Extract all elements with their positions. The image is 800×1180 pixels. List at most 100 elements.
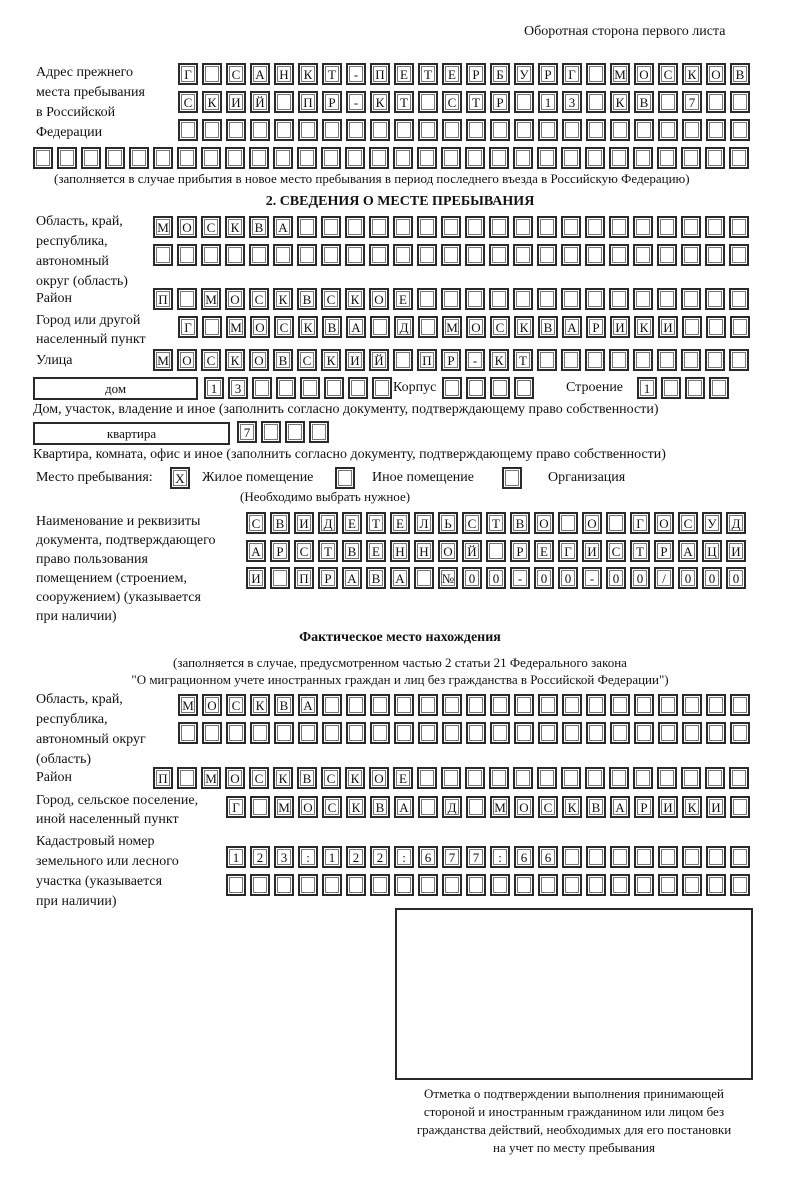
char-cell[interactable]: С	[226, 694, 246, 716]
char-cell[interactable]	[633, 349, 653, 371]
char-cell[interactable]	[345, 147, 365, 169]
char-cell[interactable]	[81, 147, 101, 169]
char-cell[interactable]: С	[322, 796, 342, 818]
char-cell[interactable]	[321, 244, 341, 266]
char-cell[interactable]: В	[342, 540, 362, 562]
char-cell[interactable]	[465, 147, 485, 169]
char-cell[interactable]	[514, 119, 534, 141]
char-cell[interactable]: К	[489, 349, 509, 371]
char-cell[interactable]: С	[201, 349, 221, 371]
char-cell[interactable]: И	[582, 540, 602, 562]
char-cell[interactable]	[586, 846, 606, 868]
char-cell[interactable]	[490, 722, 510, 744]
char-cell[interactable]: П	[298, 91, 318, 113]
char-cell[interactable]: Е	[394, 63, 414, 85]
char-cell[interactable]: Г	[178, 316, 198, 338]
char-cell[interactable]	[561, 288, 581, 310]
char-cell[interactable]: В	[510, 512, 530, 534]
char-cell[interactable]: К	[370, 91, 390, 113]
char-cell[interactable]	[490, 694, 510, 716]
char-cell[interactable]	[261, 421, 281, 443]
char-cell[interactable]	[657, 147, 677, 169]
char-cell[interactable]: Г	[178, 63, 198, 85]
char-cell[interactable]	[706, 874, 726, 896]
char-cell[interactable]	[609, 288, 629, 310]
char-cell[interactable]	[465, 216, 485, 238]
char-cell[interactable]	[226, 722, 246, 744]
char-cell[interactable]	[514, 722, 534, 744]
char-cell[interactable]	[178, 119, 198, 141]
char-cell[interactable]: И	[246, 567, 266, 589]
char-cell[interactable]	[490, 377, 510, 399]
char-cell[interactable]: К	[346, 796, 366, 818]
char-cell[interactable]	[153, 147, 173, 169]
char-cell[interactable]: К	[225, 349, 245, 371]
char-cell[interactable]: С	[297, 349, 317, 371]
char-cell[interactable]	[661, 377, 681, 399]
char-cell[interactable]	[273, 147, 293, 169]
prev-address-row-4[interactable]	[33, 147, 749, 169]
char-cell[interactable]	[705, 349, 725, 371]
char-cell[interactable]: В	[586, 796, 606, 818]
char-cell[interactable]: 0	[462, 567, 482, 589]
char-cell[interactable]: Е	[342, 512, 362, 534]
char-cell[interactable]	[249, 147, 269, 169]
char-cell[interactable]	[418, 119, 438, 141]
char-cell[interactable]: 6	[538, 846, 558, 868]
char-cell[interactable]	[322, 722, 342, 744]
char-cell[interactable]	[538, 722, 558, 744]
char-cell[interactable]	[730, 874, 750, 896]
char-cell[interactable]	[633, 288, 653, 310]
char-cell[interactable]	[634, 119, 654, 141]
char-cell[interactable]: Р	[318, 567, 338, 589]
char-cell[interactable]: Е	[393, 767, 413, 789]
char-cell[interactable]: №	[438, 567, 458, 589]
char-cell[interactable]: О	[177, 216, 197, 238]
char-cell[interactable]	[418, 91, 438, 113]
char-cell[interactable]	[346, 722, 366, 744]
char-cell[interactable]: П	[370, 63, 390, 85]
char-cell[interactable]: И	[658, 796, 678, 818]
char-cell[interactable]	[370, 694, 390, 716]
char-cell[interactable]	[490, 119, 510, 141]
char-cell[interactable]: С	[249, 767, 269, 789]
char-cell[interactable]: Р	[510, 540, 530, 562]
char-cell[interactable]	[658, 694, 678, 716]
char-cell[interactable]	[202, 63, 222, 85]
char-cell[interactable]: Т	[394, 91, 414, 113]
char-cell[interactable]: О	[250, 316, 270, 338]
char-cell[interactable]	[681, 216, 701, 238]
char-cell[interactable]	[394, 694, 414, 716]
char-cell[interactable]: Т	[466, 91, 486, 113]
char-cell[interactable]: Р	[270, 540, 290, 562]
char-cell[interactable]	[610, 694, 630, 716]
char-cell[interactable]: -	[346, 91, 366, 113]
char-cell[interactable]	[537, 147, 557, 169]
char-cell[interactable]	[537, 216, 557, 238]
char-cell[interactable]: Г	[630, 512, 650, 534]
char-cell[interactable]	[322, 119, 342, 141]
char-cell[interactable]: В	[730, 63, 750, 85]
char-cell[interactable]	[177, 147, 197, 169]
char-cell[interactable]	[706, 722, 726, 744]
char-cell[interactable]: О	[438, 540, 458, 562]
char-cell[interactable]: Р	[586, 316, 606, 338]
char-cell[interactable]: О	[466, 316, 486, 338]
char-cell[interactable]: А	[298, 694, 318, 716]
char-cell[interactable]	[513, 244, 533, 266]
char-cell[interactable]	[682, 874, 702, 896]
char-cell[interactable]	[321, 147, 341, 169]
char-cell[interactable]	[658, 722, 678, 744]
char-cell[interactable]	[502, 467, 522, 489]
char-cell[interactable]: А	[562, 316, 582, 338]
actual-region-row-2[interactable]	[178, 722, 750, 744]
char-cell[interactable]	[414, 567, 434, 589]
char-cell[interactable]	[681, 767, 701, 789]
char-cell[interactable]: А	[390, 567, 410, 589]
char-cell[interactable]	[465, 244, 485, 266]
char-cell[interactable]	[729, 244, 749, 266]
